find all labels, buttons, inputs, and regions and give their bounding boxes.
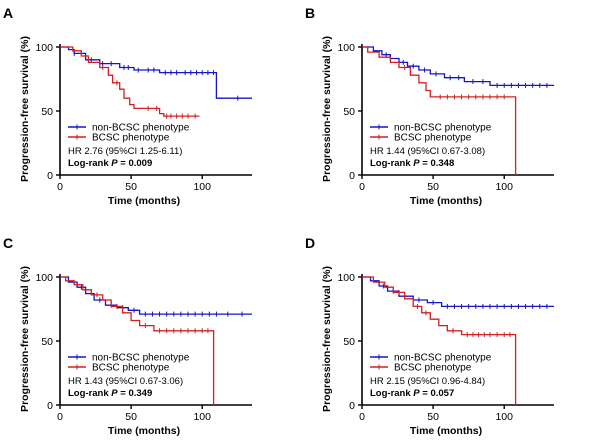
logrank-text: Log-rank P = 0.057 bbox=[370, 388, 454, 399]
panel-letter: A bbox=[3, 5, 13, 21]
x-axis-title: Time (months) bbox=[410, 425, 482, 437]
panel-letter: B bbox=[305, 5, 315, 21]
x-tick-label: 50 bbox=[427, 411, 439, 423]
x-axis-title: Time (months) bbox=[410, 195, 482, 207]
x-axis-title: Time (months) bbox=[108, 425, 180, 437]
survival-curve-non-bcsc bbox=[362, 46, 554, 87]
logrank-p-symbol: P bbox=[413, 158, 420, 169]
panel-a: A 0 50 100 0 50 100 Time (months) Progression-fr… bbox=[3, 5, 252, 207]
logrank-text: Log-rank P = 0.349 bbox=[68, 388, 152, 399]
logrank-text: Log-rank P = 0.009 bbox=[68, 158, 152, 169]
logrank-label: Log-rank bbox=[370, 158, 413, 169]
legend-label-bcsc: BCSC phenotype bbox=[394, 133, 472, 144]
y-tick-label: 50 bbox=[41, 106, 53, 118]
x-axis-title: Time (months) bbox=[108, 195, 180, 207]
y-tick-label: 50 bbox=[41, 336, 53, 348]
x-tick-label: 100 bbox=[193, 411, 211, 423]
y-tick-label: 0 bbox=[47, 170, 53, 182]
x-tick-label: 0 bbox=[57, 411, 63, 423]
logrank-label: Log-rank bbox=[370, 388, 413, 399]
x-tick-label: 50 bbox=[125, 181, 137, 193]
y-axis-title: Progression-free survival (%) bbox=[19, 36, 31, 182]
legend-label-non-bcsc: non-BCSC phenotype bbox=[394, 123, 492, 134]
panel-d: D 0 50 100 0 50 100 Time (months) Progression-fr… bbox=[305, 235, 554, 437]
y-tick-label: 50 bbox=[343, 106, 355, 118]
panel-letter: D bbox=[305, 235, 315, 251]
y-axis-title: Progression-free survival (%) bbox=[321, 266, 333, 412]
survival-curve-bcsc bbox=[362, 46, 517, 175]
logrank-label: Log-rank bbox=[68, 388, 111, 399]
legend-label-bcsc: BCSC phenotype bbox=[394, 363, 472, 374]
x-tick-label: 100 bbox=[193, 181, 211, 193]
legend-label-non-bcsc: non-BCSC phenotype bbox=[92, 123, 190, 134]
x-tick-label: 50 bbox=[427, 181, 439, 193]
legend-label-bcsc: BCSC phenotype bbox=[92, 363, 170, 374]
y-tick-label: 0 bbox=[349, 170, 355, 182]
hazard-ratio-text: HR 2.76 (95%CI 1.25-6.11) bbox=[68, 146, 182, 157]
survival-curve-bcsc bbox=[60, 46, 200, 117]
y-tick-label: 100 bbox=[35, 42, 53, 54]
hazard-ratio-text: HR 1.44 (95%CI 0.67-3.08) bbox=[370, 146, 485, 157]
logrank-p-value: = 0.349 bbox=[118, 388, 153, 399]
x-tick-label: 0 bbox=[359, 411, 365, 423]
logrank-text: Log-rank P = 0.348 bbox=[370, 158, 454, 169]
logrank-p-symbol: P bbox=[111, 158, 118, 169]
y-axis-title: Progression-free survival (%) bbox=[19, 266, 31, 412]
x-tick-label: 100 bbox=[495, 411, 513, 423]
legend-label-non-bcsc: non-BCSC phenotype bbox=[92, 353, 190, 364]
x-tick-label: 100 bbox=[495, 181, 513, 193]
y-tick-label: 100 bbox=[337, 42, 355, 54]
panel-letter: C bbox=[3, 235, 13, 251]
logrank-p-symbol: P bbox=[413, 388, 420, 399]
y-axis-title: Progression-free survival (%) bbox=[321, 36, 333, 182]
hazard-ratio-text: HR 1.43 (95%CI 0.67-3.06) bbox=[68, 376, 183, 387]
panel-b: B 0 50 100 0 50 100 Time (months) Progression-fr… bbox=[305, 5, 554, 207]
x-tick-label: 0 bbox=[359, 181, 365, 193]
logrank-p-symbol: P bbox=[111, 388, 118, 399]
survival-curve-non-bcsc bbox=[60, 276, 252, 315]
logrank-p-value: = 0.009 bbox=[118, 158, 153, 169]
survival-curve-non-bcsc bbox=[60, 46, 252, 99]
y-tick-label: 0 bbox=[47, 400, 53, 412]
legend-label-non-bcsc: non-BCSC phenotype bbox=[394, 353, 492, 364]
y-tick-label: 100 bbox=[337, 272, 355, 284]
logrank-p-value: = 0.348 bbox=[420, 158, 455, 169]
logrank-label: Log-rank bbox=[68, 158, 111, 169]
x-tick-label: 0 bbox=[57, 181, 63, 193]
y-tick-label: 50 bbox=[343, 336, 355, 348]
x-tick-label: 50 bbox=[125, 411, 137, 423]
survival-curve-bcsc bbox=[362, 276, 517, 405]
survival-curve-non-bcsc bbox=[362, 276, 554, 308]
y-tick-label: 0 bbox=[349, 400, 355, 412]
legend-label-bcsc: BCSC phenotype bbox=[92, 133, 170, 144]
hazard-ratio-text: HR 2.15 (95%CI 0.96-4.84) bbox=[370, 376, 485, 387]
survival-curve-bcsc bbox=[60, 276, 215, 405]
y-tick-label: 100 bbox=[35, 272, 53, 284]
logrank-p-value: = 0.057 bbox=[420, 388, 455, 399]
panel-c: C 0 50 100 0 50 100 Time (months) Progression-fr… bbox=[3, 235, 252, 437]
